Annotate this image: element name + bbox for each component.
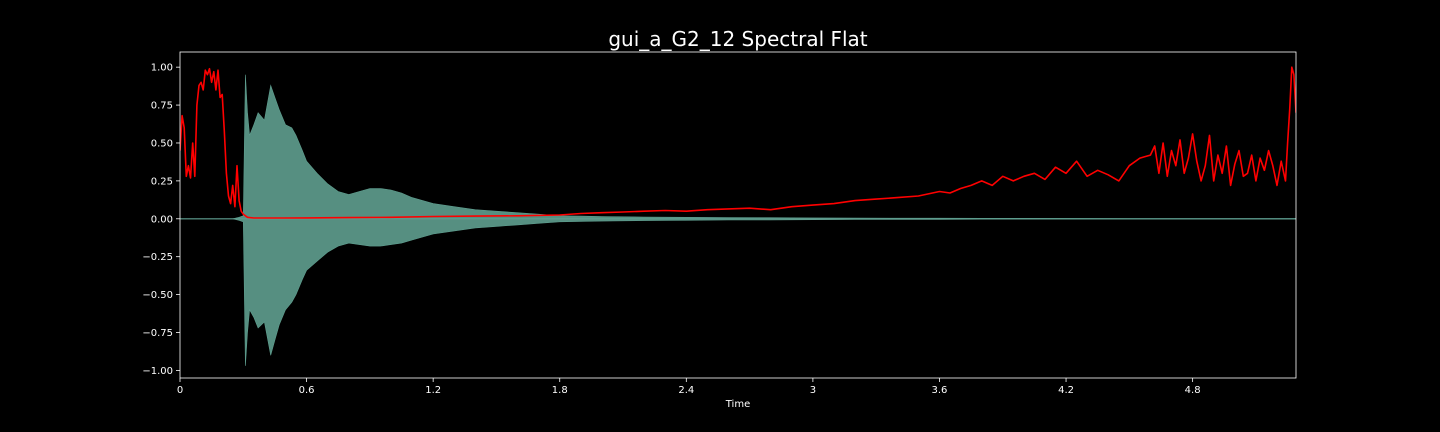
y-tick-label: −0.25 [142,252,173,263]
y-tick-label: 0.75 [151,101,173,112]
x-tick-label: 3.6 [932,385,948,396]
waveform-envelope [180,74,1296,366]
y-tick-label: 0.25 [151,176,173,187]
y-tick-label: −0.50 [142,290,173,301]
plot-area [180,66,1296,366]
y-tick-label: 1.00 [151,63,173,74]
x-tick-label: 1.2 [425,385,441,396]
plot-clipped-group [180,66,1296,366]
y-tick-label: −1.00 [142,366,173,377]
y-tick-label: −0.75 [142,328,173,339]
x-tick-label: 0 [177,385,183,396]
x-tick-label: 3 [810,385,816,396]
axes: 0 0.6 1.2 1.8 2.4 3 3.6 4.2 4.8 1.00 0.75 0.50 0.25 0… [142,51,1297,396]
axes-frame [179,51,1297,379]
y-tick-label: 0.00 [151,214,173,225]
x-tick-label: 4.8 [1185,385,1201,396]
x-tick-label: 0.6 [299,385,315,396]
x-axis-label: Time [725,399,750,410]
x-tick-label: 2.4 [678,385,694,396]
x-tick-label: 1.8 [552,385,568,396]
chart-title: gui_a_G2_12 Spectral Flat [608,27,867,51]
y-tick-label: 0.50 [151,138,173,149]
x-tick-label: 4.2 [1058,385,1074,396]
